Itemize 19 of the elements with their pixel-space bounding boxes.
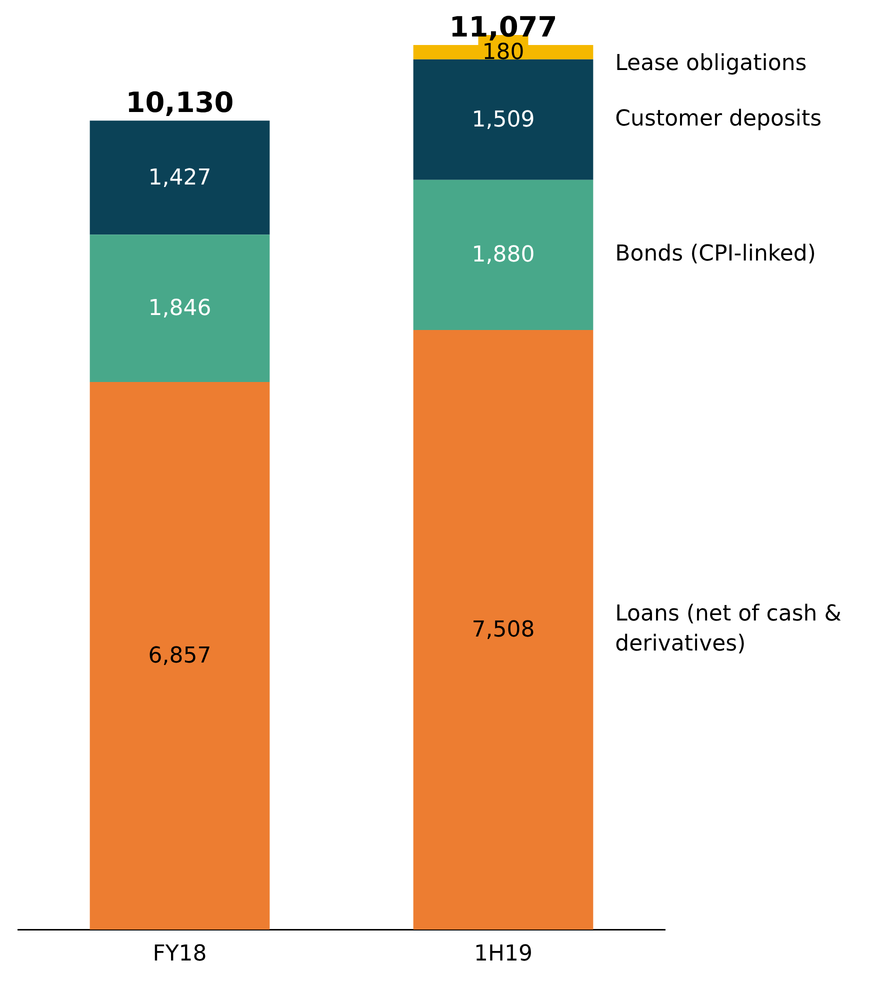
total-label: 10,130	[126, 86, 234, 119]
bar	[413, 180, 594, 330]
bar	[413, 59, 594, 180]
series-label: Loans (net of cash & derivatives)	[615, 602, 842, 657]
series-label: Customer deposits	[615, 106, 822, 132]
series-label: Bonds (CPI-linked)	[615, 242, 816, 267]
bar	[90, 234, 270, 382]
bar	[90, 382, 270, 930]
data-label: 6,857	[148, 644, 212, 669]
bar	[413, 330, 594, 930]
data-label: 1,880	[472, 242, 535, 268]
data-label: 1,509	[472, 107, 535, 132]
data-label: 1,846	[148, 296, 212, 322]
x-tick-label: 1H19	[474, 942, 533, 967]
series-label: Lease obligations	[615, 50, 807, 76]
bar	[90, 120, 270, 235]
data-label: 1,427	[148, 165, 212, 190]
x-tick-label: FY18	[152, 942, 207, 967]
data-label: 7,508	[472, 618, 535, 643]
